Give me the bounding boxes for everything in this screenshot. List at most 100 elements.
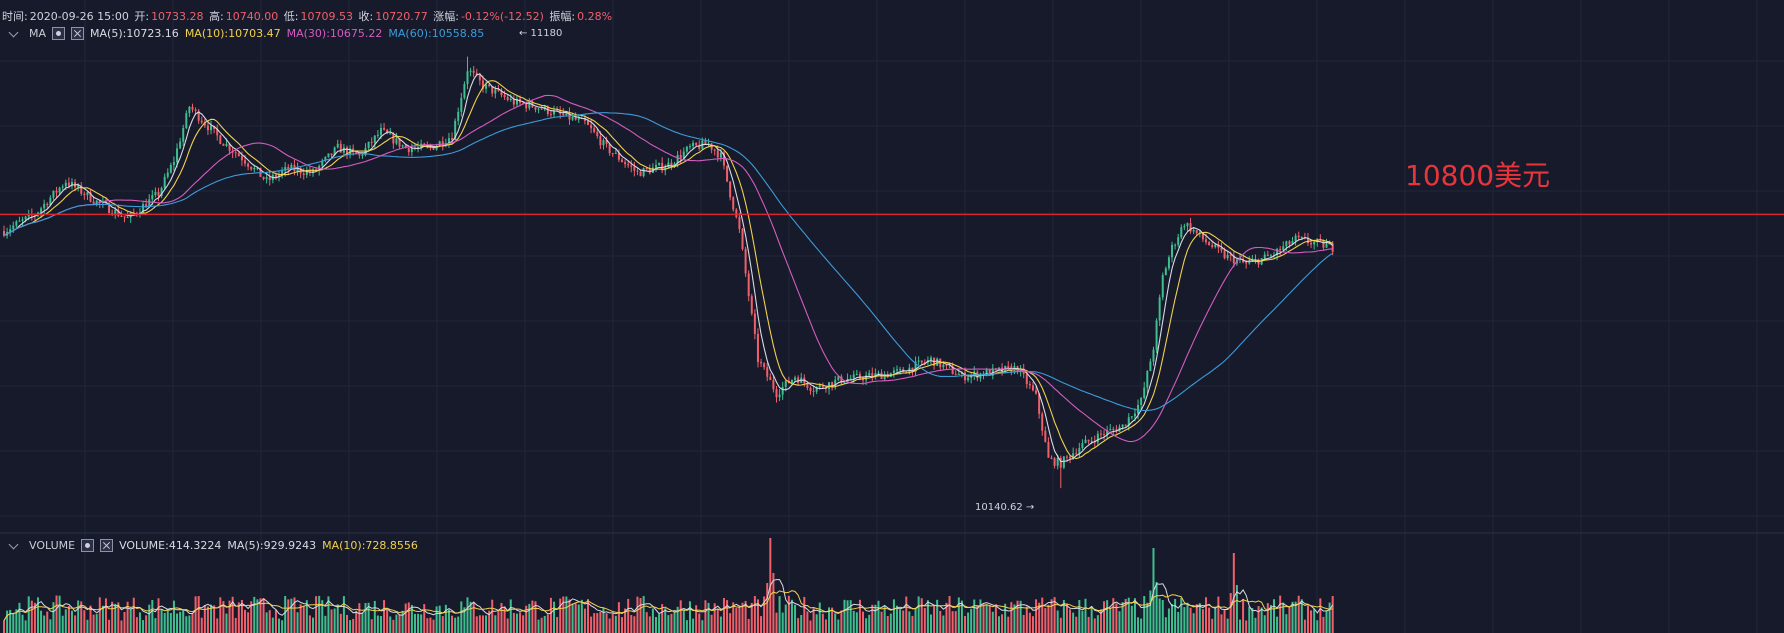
candle-body — [766, 367, 769, 377]
volume-bar — [1062, 600, 1065, 633]
candle-body — [52, 190, 55, 198]
volume-bar — [472, 602, 475, 633]
volume-bar — [429, 617, 432, 633]
candle-body — [1112, 429, 1115, 431]
candle-body — [478, 74, 481, 81]
candle-body — [1007, 365, 1010, 367]
volume-bar — [991, 611, 994, 633]
candle-body — [540, 108, 543, 110]
volume-bar — [1146, 602, 1149, 633]
volume-bar — [179, 611, 182, 633]
candle-body — [602, 140, 605, 146]
candle-body — [1226, 254, 1229, 259]
candle-body — [673, 163, 676, 166]
volume-bar — [1103, 601, 1106, 633]
volume-bar — [206, 606, 209, 633]
candle-body — [892, 370, 895, 374]
time-label: 时间: — [2, 10, 28, 23]
candle-body — [549, 114, 552, 116]
candle-body — [911, 367, 914, 372]
volume-bar — [345, 614, 348, 633]
candle-body — [203, 122, 206, 126]
volume-bar — [627, 598, 630, 633]
volume-bar — [188, 615, 191, 633]
volume-bar — [444, 604, 447, 633]
volume-bar — [741, 602, 744, 633]
volume-bar — [395, 614, 398, 633]
volume-bar — [36, 597, 39, 633]
volume-bar — [874, 604, 877, 633]
candle-body — [330, 153, 333, 156]
volume-bar — [868, 614, 871, 633]
volume-bar — [744, 600, 747, 633]
volume-bar — [219, 597, 222, 633]
settings-icon[interactable] — [81, 539, 95, 552]
candle-body — [481, 80, 484, 89]
volume-bar — [556, 617, 559, 633]
volume-bar — [840, 610, 843, 633]
volume-bar — [732, 602, 735, 633]
volume-bar — [902, 610, 905, 633]
volume-bar — [784, 604, 787, 633]
candle-body — [688, 146, 691, 148]
candle-body — [89, 192, 92, 202]
close-icon[interactable] — [100, 539, 114, 552]
volume-bar — [858, 599, 861, 633]
candle-body — [278, 174, 281, 178]
chevron-down-icon[interactable] — [8, 27, 19, 37]
volume-bar — [948, 596, 951, 633]
candle-body — [571, 116, 574, 120]
candle-body — [1087, 439, 1090, 442]
volume-bar — [225, 613, 228, 633]
volume-bar — [559, 598, 562, 633]
volume-bar — [417, 613, 420, 633]
volume-bar — [98, 597, 101, 633]
candle-body — [1075, 453, 1078, 455]
volume-bar — [438, 605, 441, 633]
candle-body — [682, 151, 685, 159]
ma60-line — [3, 112, 1333, 412]
candle-body — [670, 162, 673, 166]
volume-bar — [120, 620, 123, 633]
candle-body — [83, 193, 86, 196]
open-value: 10733.28 — [151, 10, 204, 23]
settings-icon[interactable] — [52, 27, 66, 40]
volume-bar — [862, 611, 865, 633]
candle-body — [1050, 457, 1053, 459]
volume-bar — [926, 600, 929, 633]
candle-body — [593, 128, 596, 133]
volume-bar — [515, 613, 518, 633]
volume-bar — [361, 612, 364, 633]
candle-body — [191, 106, 194, 110]
candle-body — [1331, 243, 1334, 252]
volume-bar — [775, 612, 778, 633]
ma5-value: MA(5):10723.16 — [90, 27, 179, 40]
candle-body — [123, 216, 126, 218]
candle-body — [1035, 390, 1038, 394]
volume-bar — [1167, 608, 1170, 633]
candle-body — [546, 106, 549, 115]
close-icon[interactable] — [71, 27, 85, 40]
volume-bar — [778, 596, 781, 633]
candle-body — [27, 213, 30, 217]
volume-bar — [756, 599, 759, 633]
volume-bar — [108, 619, 111, 633]
candle-body — [1096, 433, 1099, 443]
volume-bar — [1316, 620, 1319, 633]
candle-body — [747, 273, 750, 297]
volume-ma10-value: MA(10):728.8556 — [322, 539, 418, 552]
volume-bar — [447, 609, 450, 633]
candle-body — [608, 143, 611, 154]
candle-body — [395, 138, 398, 144]
volume-bar — [86, 619, 89, 633]
candle-body — [1146, 370, 1149, 388]
volume-bar — [1016, 600, 1019, 633]
candle-body — [95, 200, 98, 204]
chevron-down-icon[interactable] — [8, 539, 19, 549]
candle-body — [370, 141, 373, 143]
candle-body — [991, 368, 994, 376]
volume-bar — [40, 610, 43, 633]
volume-bar — [256, 599, 259, 633]
